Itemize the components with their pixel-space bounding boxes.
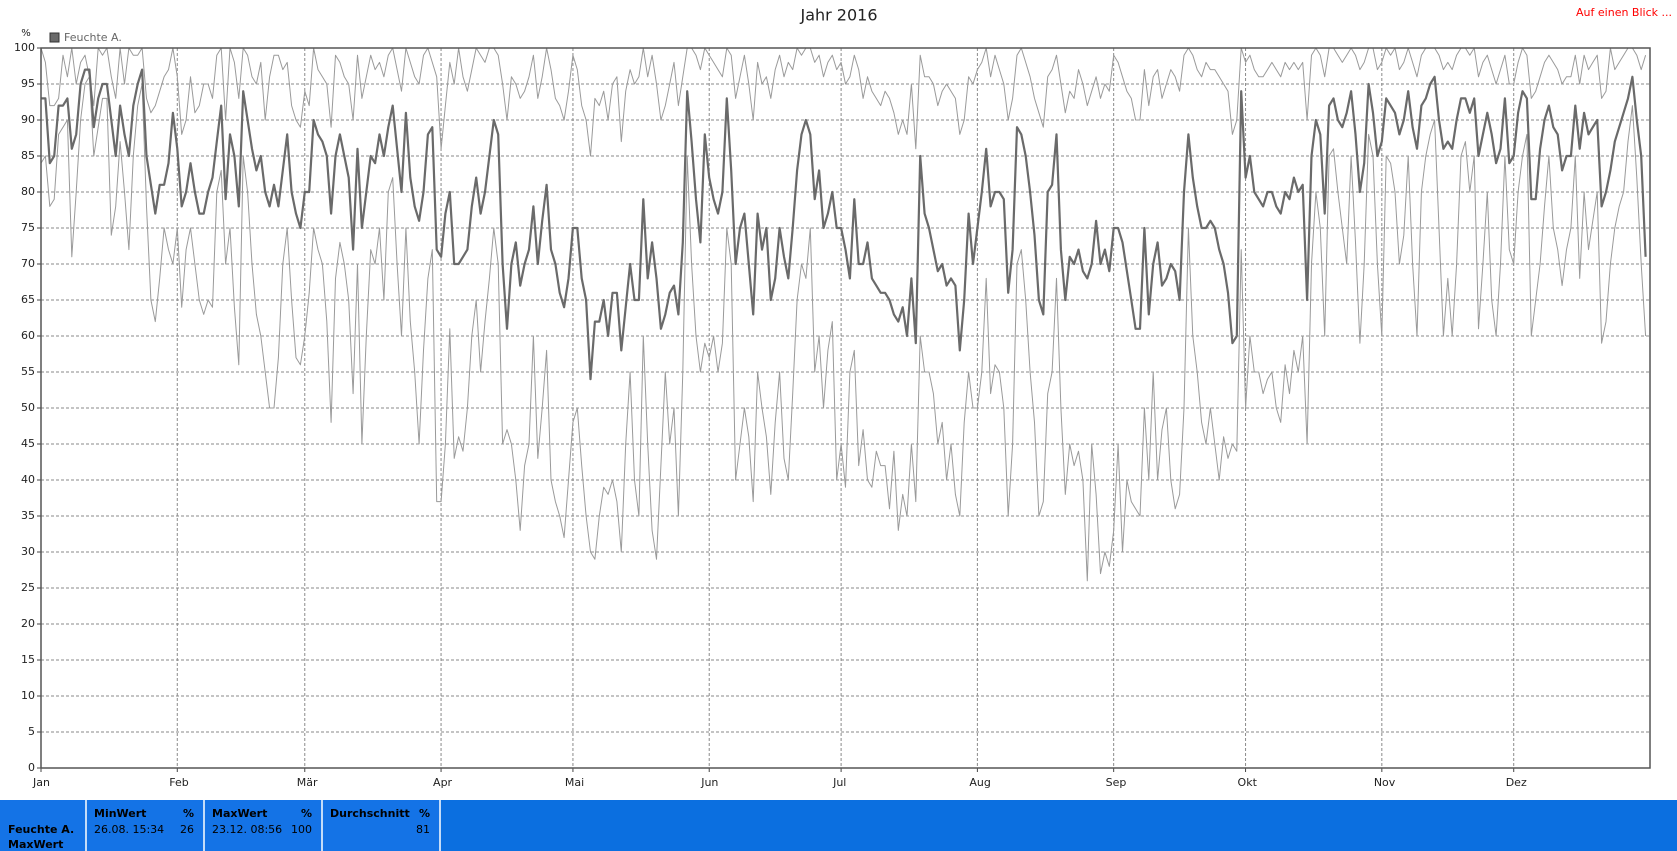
y-tick-label: 90 [21,113,35,126]
x-tick-label: Mai [565,776,584,789]
column-unit: % [183,807,194,820]
column-header: MinWert [94,807,146,820]
y-tick-label: 65 [21,293,35,306]
y-tick-label: 30 [21,545,35,558]
data-line [40,47,1647,157]
y-tick-label: 45 [21,437,35,450]
overview-link[interactable]: Auf einen Blick ... [1576,6,1672,19]
y-tick-label: 10 [21,689,35,702]
data-line [40,76,1647,582]
y-tick-label: 70 [21,257,35,270]
stats-bar: Feuchte A. MaxWert MinWert % 26.08. 15:34 26 M… [0,800,1677,851]
row-label: Feuchte A. [8,823,74,836]
x-tick-label: Jan [32,776,50,789]
column-value: 81 [416,823,430,836]
y-axis-label: % [21,28,31,39]
y-tick-label: 75 [21,221,35,234]
legend-swatch [49,32,60,43]
y-tick-label: 55 [21,365,35,378]
x-tick-label: Nov [1374,776,1396,789]
x-tick-label: Okt [1238,776,1258,789]
x-tick-label: Aug [969,776,990,789]
x-tick-label: Jul [832,776,846,789]
y-tick-label: 85 [21,149,35,162]
column-value: 100 [291,823,312,836]
plot-frame [40,47,1651,769]
column-time: 23.12. 08:56 [212,823,282,836]
y-tick-label: 80 [21,185,35,198]
y-tick-label: 100 [14,41,35,54]
chart-title: Jahr 2016 [799,6,877,25]
y-tick-label: 35 [21,509,35,522]
x-tick-label: Feb [169,776,188,789]
y-tick-label: 20 [21,617,35,630]
y-tick-label: 60 [21,329,35,342]
x-tick-label: Mär [297,776,318,789]
x-tick-label: Dez [1506,776,1527,789]
legend-label: Feuchte A. [64,31,122,44]
column-time: 26.08. 15:34 [94,823,164,836]
y-tick-label: 25 [21,581,35,594]
y-tick-label: 0 [28,761,35,774]
column-value: 26 [180,823,194,836]
y-tick-label: 15 [21,653,35,666]
y-tick-label: 40 [21,473,35,486]
y-tick-label: 50 [21,401,35,414]
y-tick-label: 5 [28,725,35,738]
x-tick-label: Jun [700,776,718,789]
y-tick-label: 95 [21,77,35,90]
column-header: MaxWert [212,807,267,820]
x-tick-label: Apr [433,776,453,789]
stats-panel [0,800,441,851]
column-header: Durchschnitt [330,807,410,820]
row-label: MaxWert [8,838,63,851]
column-unit: % [419,807,430,820]
x-tick-label: Sep [1106,776,1127,789]
column-unit: % [301,807,312,820]
data-line [41,68,1647,381]
